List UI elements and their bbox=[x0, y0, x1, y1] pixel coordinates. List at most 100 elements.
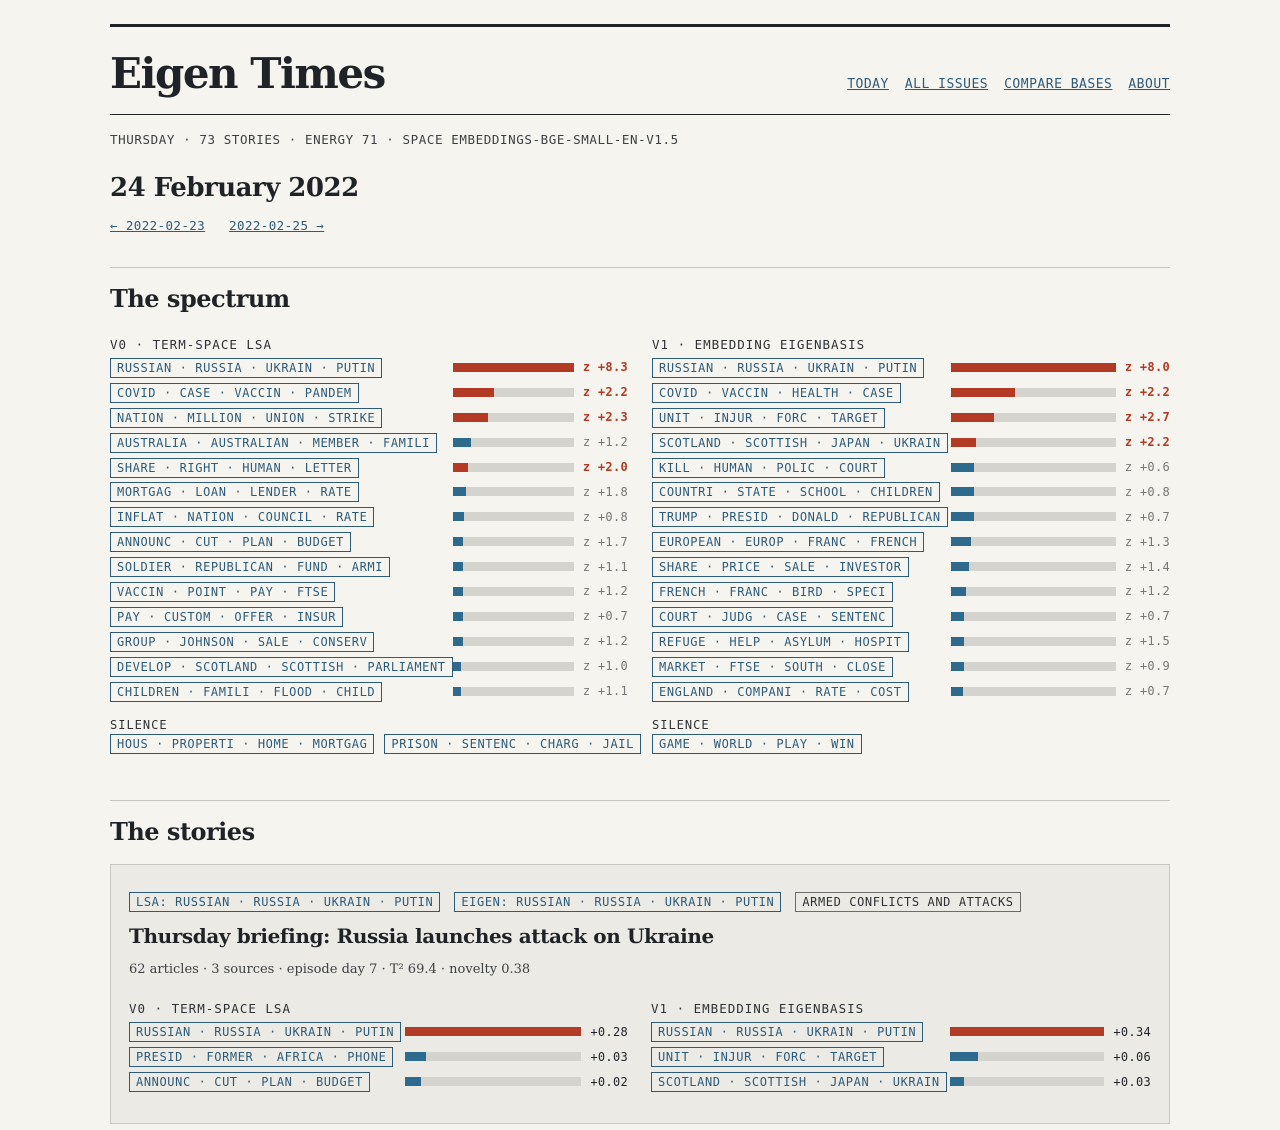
topic-tag-cell: SHARE · RIGHT · HUMAN · LETTER bbox=[110, 457, 453, 478]
topic-tag-cell: MORTGAG · LOAN · LENDER · RATE bbox=[110, 481, 453, 503]
story-v1: V1 · EMBEDDING EIGENBASIS RUSSIAN · RUSS… bbox=[651, 1001, 1151, 1094]
topic-tag[interactable]: RUSSIAN · RUSSIA · UKRAIN · PUTIN bbox=[652, 357, 925, 378]
silence-tag[interactable]: HOUS · PROPERTI · HOME · MORTGAG bbox=[110, 734, 375, 755]
topic-score: z +2.2 bbox=[1124, 435, 1170, 450]
story-tag-category[interactable]: ARMED CONFLICTS AND ATTACKS bbox=[795, 892, 1021, 913]
v1-silence-label: SILENCE bbox=[652, 718, 710, 733]
topic-tag[interactable]: INFLAT · NATION · COUNCIL · RATE bbox=[110, 507, 375, 528]
nav-about[interactable]: ABOUT bbox=[1128, 77, 1170, 92]
topic-row: REFUGE · HELP · ASYLUM · HOSPIT z +1.5 bbox=[652, 629, 1170, 654]
topic-score: z +1.2 bbox=[582, 435, 628, 450]
topic-bar-fill bbox=[951, 362, 1116, 372]
topic-tag[interactable]: RUSSIAN · RUSSIA · UKRAIN · PUTIN bbox=[651, 1022, 924, 1043]
topic-tag[interactable]: COURT · JUDG · CASE · SENTENC bbox=[652, 606, 893, 627]
story-v1-rows: RUSSIAN · RUSSIA · UKRAIN · PUTIN +0.34 UN… bbox=[651, 1019, 1151, 1094]
topic-row: COVID · CASE · VACCIN · PANDEM z +2.2 bbox=[110, 380, 628, 405]
topic-tag[interactable]: ANNOUNC · CUT · PLAN · BUDGET bbox=[110, 532, 351, 553]
topic-tag[interactable]: RUSSIAN · RUSSIA · UKRAIN · PUTIN bbox=[129, 1022, 402, 1043]
topic-tag[interactable]: SHARE · RIGHT · HUMAN · LETTER bbox=[110, 457, 359, 478]
topic-tag[interactable]: PAY · CUSTOM · OFFER · INSUR bbox=[110, 606, 344, 627]
topic-tag-cell: FRENCH · FRANC · BIRD · SPECI bbox=[652, 581, 951, 602]
story-headline[interactable]: Thursday briefing: Russia launches attac… bbox=[129, 924, 714, 949]
topic-bar-fill bbox=[453, 362, 574, 372]
topic-bar-fill bbox=[951, 586, 966, 596]
topic-tag[interactable]: ENGLAND · COMPANI · RATE · COST bbox=[652, 681, 909, 702]
issue-date: 24 February 2022 bbox=[110, 173, 359, 203]
topic-tag[interactable]: SCOTLAND · SCOTTISH · JAPAN · UKRAIN bbox=[651, 1072, 947, 1093]
topic-bar bbox=[453, 437, 574, 447]
topic-tag-cell: RUSSIAN · RUSSIA · UKRAIN · PUTIN bbox=[651, 1021, 950, 1043]
top-rule bbox=[110, 24, 1170, 27]
topic-bar-fill bbox=[405, 1077, 421, 1087]
story-tag-eigen[interactable]: EIGEN: RUSSIAN · RUSSIA · UKRAIN · PUTIN bbox=[454, 892, 782, 913]
topic-tag[interactable]: VACCIN · POINT · PAY · FTSE bbox=[110, 581, 336, 602]
topic-tag[interactable]: COUNTRI · STATE · SCHOOL · CHILDREN bbox=[652, 482, 940, 503]
topic-tag[interactable]: DEVELOP · SCOTLAND · SCOTTISH · PARLIAME… bbox=[110, 656, 453, 677]
topic-tag[interactable]: KILL · HUMAN · POLIC · COURT bbox=[652, 457, 886, 478]
topic-tag-cell: COUNTRI · STATE · SCHOOL · CHILDREN bbox=[652, 481, 951, 503]
v0-rows: RUSSIAN · RUSSIA · UKRAIN · PUTIN z +8.3 C… bbox=[110, 355, 628, 703]
topic-bar bbox=[950, 1052, 1104, 1062]
brand-title[interactable]: Eigen Times bbox=[110, 49, 386, 98]
topic-row: EUROPEAN · EUROP · FRANC · FRENCH z +1.3 bbox=[652, 529, 1170, 554]
topic-tag[interactable]: PRESID · FORMER · AFRICA · PHONE bbox=[129, 1047, 394, 1068]
nav-all-issues[interactable]: ALL ISSUES bbox=[904, 77, 989, 92]
topic-bar-fill bbox=[951, 686, 963, 696]
topic-score: +0.06 bbox=[1113, 1049, 1151, 1064]
topic-tag[interactable]: ANNOUNC · CUT · PLAN · BUDGET bbox=[129, 1072, 370, 1093]
topic-score: z +8.0 bbox=[1124, 360, 1170, 375]
topic-tag[interactable]: SOLDIER · REPUBLICAN · FUND · ARMI bbox=[110, 557, 391, 578]
topic-tag[interactable]: NATION · MILLION · UNION · STRIKE bbox=[110, 407, 383, 428]
stories-heading: The stories bbox=[110, 817, 255, 847]
topic-tag[interactable]: RUSSIAN · RUSSIA · UKRAIN · PUTIN bbox=[110, 357, 383, 378]
topic-tag-cell: RUSSIAN · RUSSIA · UKRAIN · PUTIN bbox=[652, 357, 951, 378]
topic-row: GROUP · JOHNSON · SALE · CONSERV z +1.2 bbox=[110, 629, 628, 654]
topic-tag[interactable]: FRENCH · FRANC · BIRD · SPECI bbox=[652, 581, 893, 602]
silence-tag[interactable]: GAME · WORLD · PLAY · WIN bbox=[652, 734, 862, 755]
topic-score: z +0.7 bbox=[1124, 684, 1170, 699]
story-tag-lsa[interactable]: LSA: RUSSIAN · RUSSIA · UKRAIN · PUTIN bbox=[129, 892, 441, 913]
topic-tag[interactable]: MARKET · FTSE · SOUTH · CLOSE bbox=[652, 656, 893, 677]
topic-bar-fill bbox=[453, 661, 461, 671]
topic-tag[interactable]: COVID · VACCIN · HEALTH · CASE bbox=[652, 382, 901, 403]
prev-issue-link[interactable]: ← 2022-02-23 bbox=[110, 218, 206, 233]
topic-bar-fill bbox=[951, 611, 964, 621]
topic-bar bbox=[951, 586, 1116, 596]
topic-tag[interactable]: COVID · CASE · VACCIN · PANDEM bbox=[110, 382, 359, 403]
story-meta: 62 articles · 3 sources · episode day 7 … bbox=[129, 962, 531, 978]
silence-tag[interactable]: PRISON · SENTENC · CHARG · JAIL bbox=[384, 734, 641, 755]
topic-bar bbox=[951, 462, 1116, 472]
topic-bar bbox=[951, 611, 1116, 621]
topic-bar bbox=[405, 1027, 581, 1037]
topic-score: z +2.7 bbox=[1124, 410, 1170, 425]
topic-score: z +0.9 bbox=[1124, 659, 1170, 674]
topic-tag[interactable]: AUSTRALIA · AUSTRALIAN · MEMBER · FAMILI bbox=[110, 432, 437, 453]
story-v0-heading: V0 · TERM-SPACE LSA bbox=[129, 1001, 291, 1017]
topic-tag[interactable]: SCOTLAND · SCOTTISH · JAPAN · UKRAIN bbox=[652, 432, 948, 453]
topic-tag[interactable]: GROUP · JOHNSON · SALE · CONSERV bbox=[110, 631, 375, 652]
topic-row: TRUMP · PRESID · DONALD · REPUBLICAN z +0… bbox=[652, 504, 1170, 529]
topic-tag[interactable]: UNIT · INJUR · FORC · TARGET bbox=[652, 407, 886, 428]
topic-tag[interactable]: CHILDREN · FAMILI · FLOOD · CHILD bbox=[110, 681, 383, 702]
topic-tag-cell: RUSSIAN · RUSSIA · UKRAIN · PUTIN bbox=[129, 1021, 405, 1043]
topic-tag[interactable]: UNIT · INJUR · FORC · TARGET bbox=[651, 1047, 885, 1068]
topic-tag[interactable]: EUROPEAN · EUROP · FRANC · FRENCH bbox=[652, 532, 925, 553]
topic-tag-cell: VACCIN · POINT · PAY · FTSE bbox=[110, 581, 453, 602]
topic-row: SOLDIER · REPUBLICAN · FUND · ARMI z +1.1 bbox=[110, 554, 628, 579]
topic-score: z +1.5 bbox=[1124, 634, 1170, 649]
topic-tag[interactable]: TRUMP · PRESID · DONALD · REPUBLICAN bbox=[652, 507, 948, 528]
topic-bar bbox=[951, 487, 1116, 497]
topic-score: z +1.0 bbox=[582, 659, 628, 674]
topic-tag[interactable]: REFUGE · HELP · ASYLUM · HOSPIT bbox=[652, 631, 909, 652]
nav-today[interactable]: TODAY bbox=[847, 77, 889, 92]
topic-row: UNIT · INJUR · FORC · TARGET z +2.7 bbox=[652, 405, 1170, 430]
topic-bar bbox=[453, 686, 574, 696]
topic-tag-cell: NATION · MILLION · UNION · STRIKE bbox=[110, 407, 453, 428]
topic-tag[interactable]: SHARE · PRICE · SALE · INVESTOR bbox=[652, 557, 909, 578]
nav-compare-bases[interactable]: COMPARE BASES bbox=[1004, 77, 1113, 92]
topic-tag-cell: DEVELOP · SCOTLAND · SCOTTISH · PARLIAME… bbox=[110, 656, 453, 677]
next-issue-link[interactable]: 2022-02-25 → bbox=[229, 218, 325, 233]
topic-row: ANNOUNC · CUT · PLAN · BUDGET z +1.7 bbox=[110, 529, 628, 554]
topic-row: SCOTLAND · SCOTTISH · JAPAN · UKRAIN +0.0… bbox=[651, 1069, 1151, 1094]
topic-tag[interactable]: MORTGAG · LOAN · LENDER · RATE bbox=[110, 482, 359, 503]
